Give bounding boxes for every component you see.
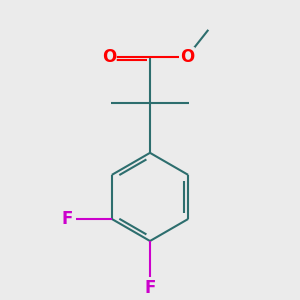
Text: F: F bbox=[144, 279, 156, 297]
Text: O: O bbox=[102, 48, 116, 66]
Text: F: F bbox=[61, 210, 73, 228]
Text: O: O bbox=[180, 48, 194, 66]
